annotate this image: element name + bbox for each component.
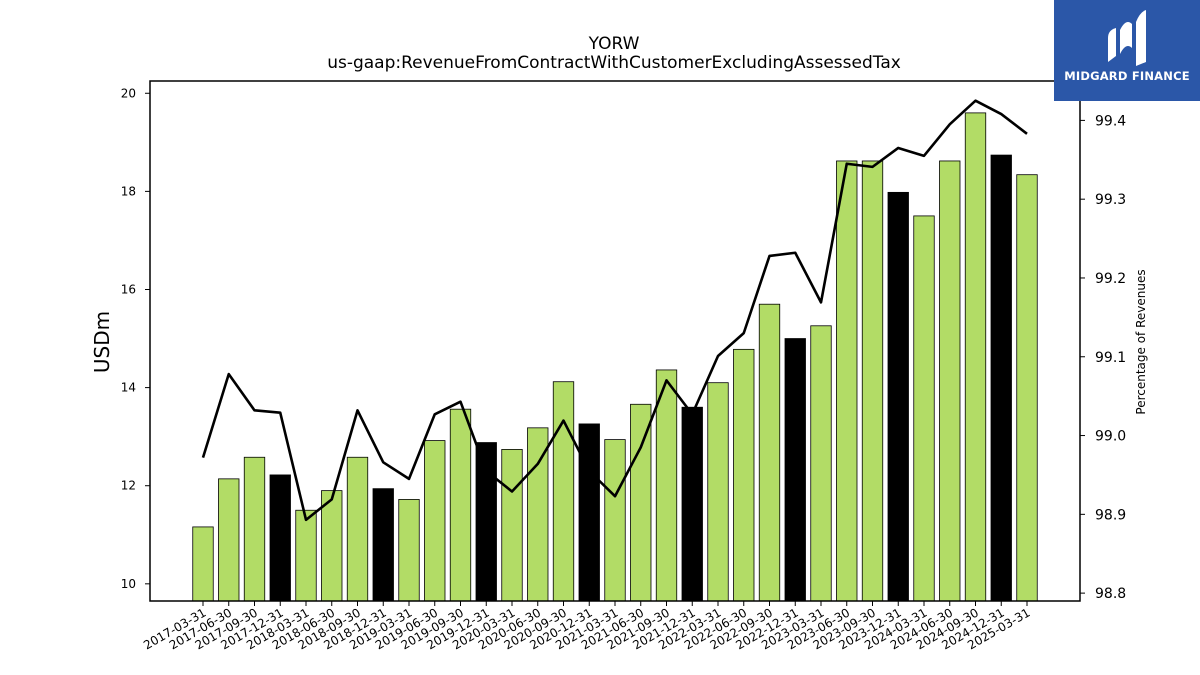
bar-2022-12-31 [784,338,806,602]
y-axis-label: USDm [90,311,114,373]
y-tick-label: 20 [121,86,136,100]
bar-2023-12-31 [887,191,909,602]
y-tick-label: 14 [121,381,136,395]
percentage-line [201,99,1028,522]
bar-2024-09-30 [964,112,987,602]
y2-tick-label: 99.4 [1095,113,1126,129]
y2-tick-label: 98.9 [1095,507,1126,523]
y-tick-label: 10 [121,577,136,591]
bar-2017-12-31 [269,474,291,602]
bar-2022-09-30 [758,303,781,602]
bar-2021-06-30 [630,403,652,602]
bar-2018-03-31 [295,509,317,602]
y2-tick-label: 98.8 [1095,586,1126,602]
y-tick-label: 12 [121,479,136,493]
y-tick-label: 18 [121,184,136,198]
y-tick-label: 16 [121,282,136,296]
bar-2025-03-31 [1016,174,1038,602]
y2-tick-label: 99.0 [1095,429,1126,445]
y2-tick-label: 99.3 [1095,192,1126,208]
chart-subtitle: us-gaap:RevenueFromContractWithCustomerE… [327,53,901,73]
midgard-finance-logo: MIDGARD FINANCE [1054,0,1200,101]
bar-2020-03-31 [501,449,523,602]
bar-2024-12-31 [990,154,1012,602]
bar-2021-03-31 [604,439,626,602]
bar-2017-06-30 [218,478,240,602]
bar-2018-12-31 [372,488,394,602]
bar-2022-03-31 [707,382,729,602]
y2-tick-label: 99.1 [1095,350,1126,366]
y2-axis-label: Percentage of Revenues [1134,269,1148,414]
bar-2017-09-30 [243,456,266,602]
bar-2023-03-31 [810,325,832,602]
bar-2023-06-30 [836,160,858,602]
bar-2020-09-30 [552,381,575,602]
bar-2021-12-31 [681,406,703,602]
bar-2019-12-31 [475,442,497,602]
bar-2024-06-30 [939,160,961,602]
logo-text: MIDGARD FINANCE [1064,69,1190,83]
chart-title: YORW [588,34,640,54]
bar-2018-09-30 [346,456,369,602]
bar-2018-06-30 [321,490,343,602]
y2-tick-label: 99.2 [1095,271,1126,287]
y-axis-right: 98.8 98.9 99.0 99.1 99.2 99.3 99.4 [1080,113,1126,602]
bar-2019-06-30 [424,440,446,602]
bar-2023-09-30 [861,160,884,602]
logo-mark-icon [1108,10,1146,66]
bar-2024-03-31 [913,215,935,602]
bar-2020-12-31 [578,423,600,602]
line-series [201,99,1028,522]
bar-2019-09-30 [449,408,472,602]
bar-2019-03-31 [398,499,420,602]
bar-2022-06-30 [733,348,755,602]
bar-2017-03-31 [192,526,214,602]
x-axis: 2017-03-312017-06-302017-09-302017-12-31… [141,601,1033,652]
bar-series [192,112,1038,602]
bar-2021-09-30 [655,369,678,602]
y-axis-left: 10 12 14 16 18 20 [121,86,150,591]
